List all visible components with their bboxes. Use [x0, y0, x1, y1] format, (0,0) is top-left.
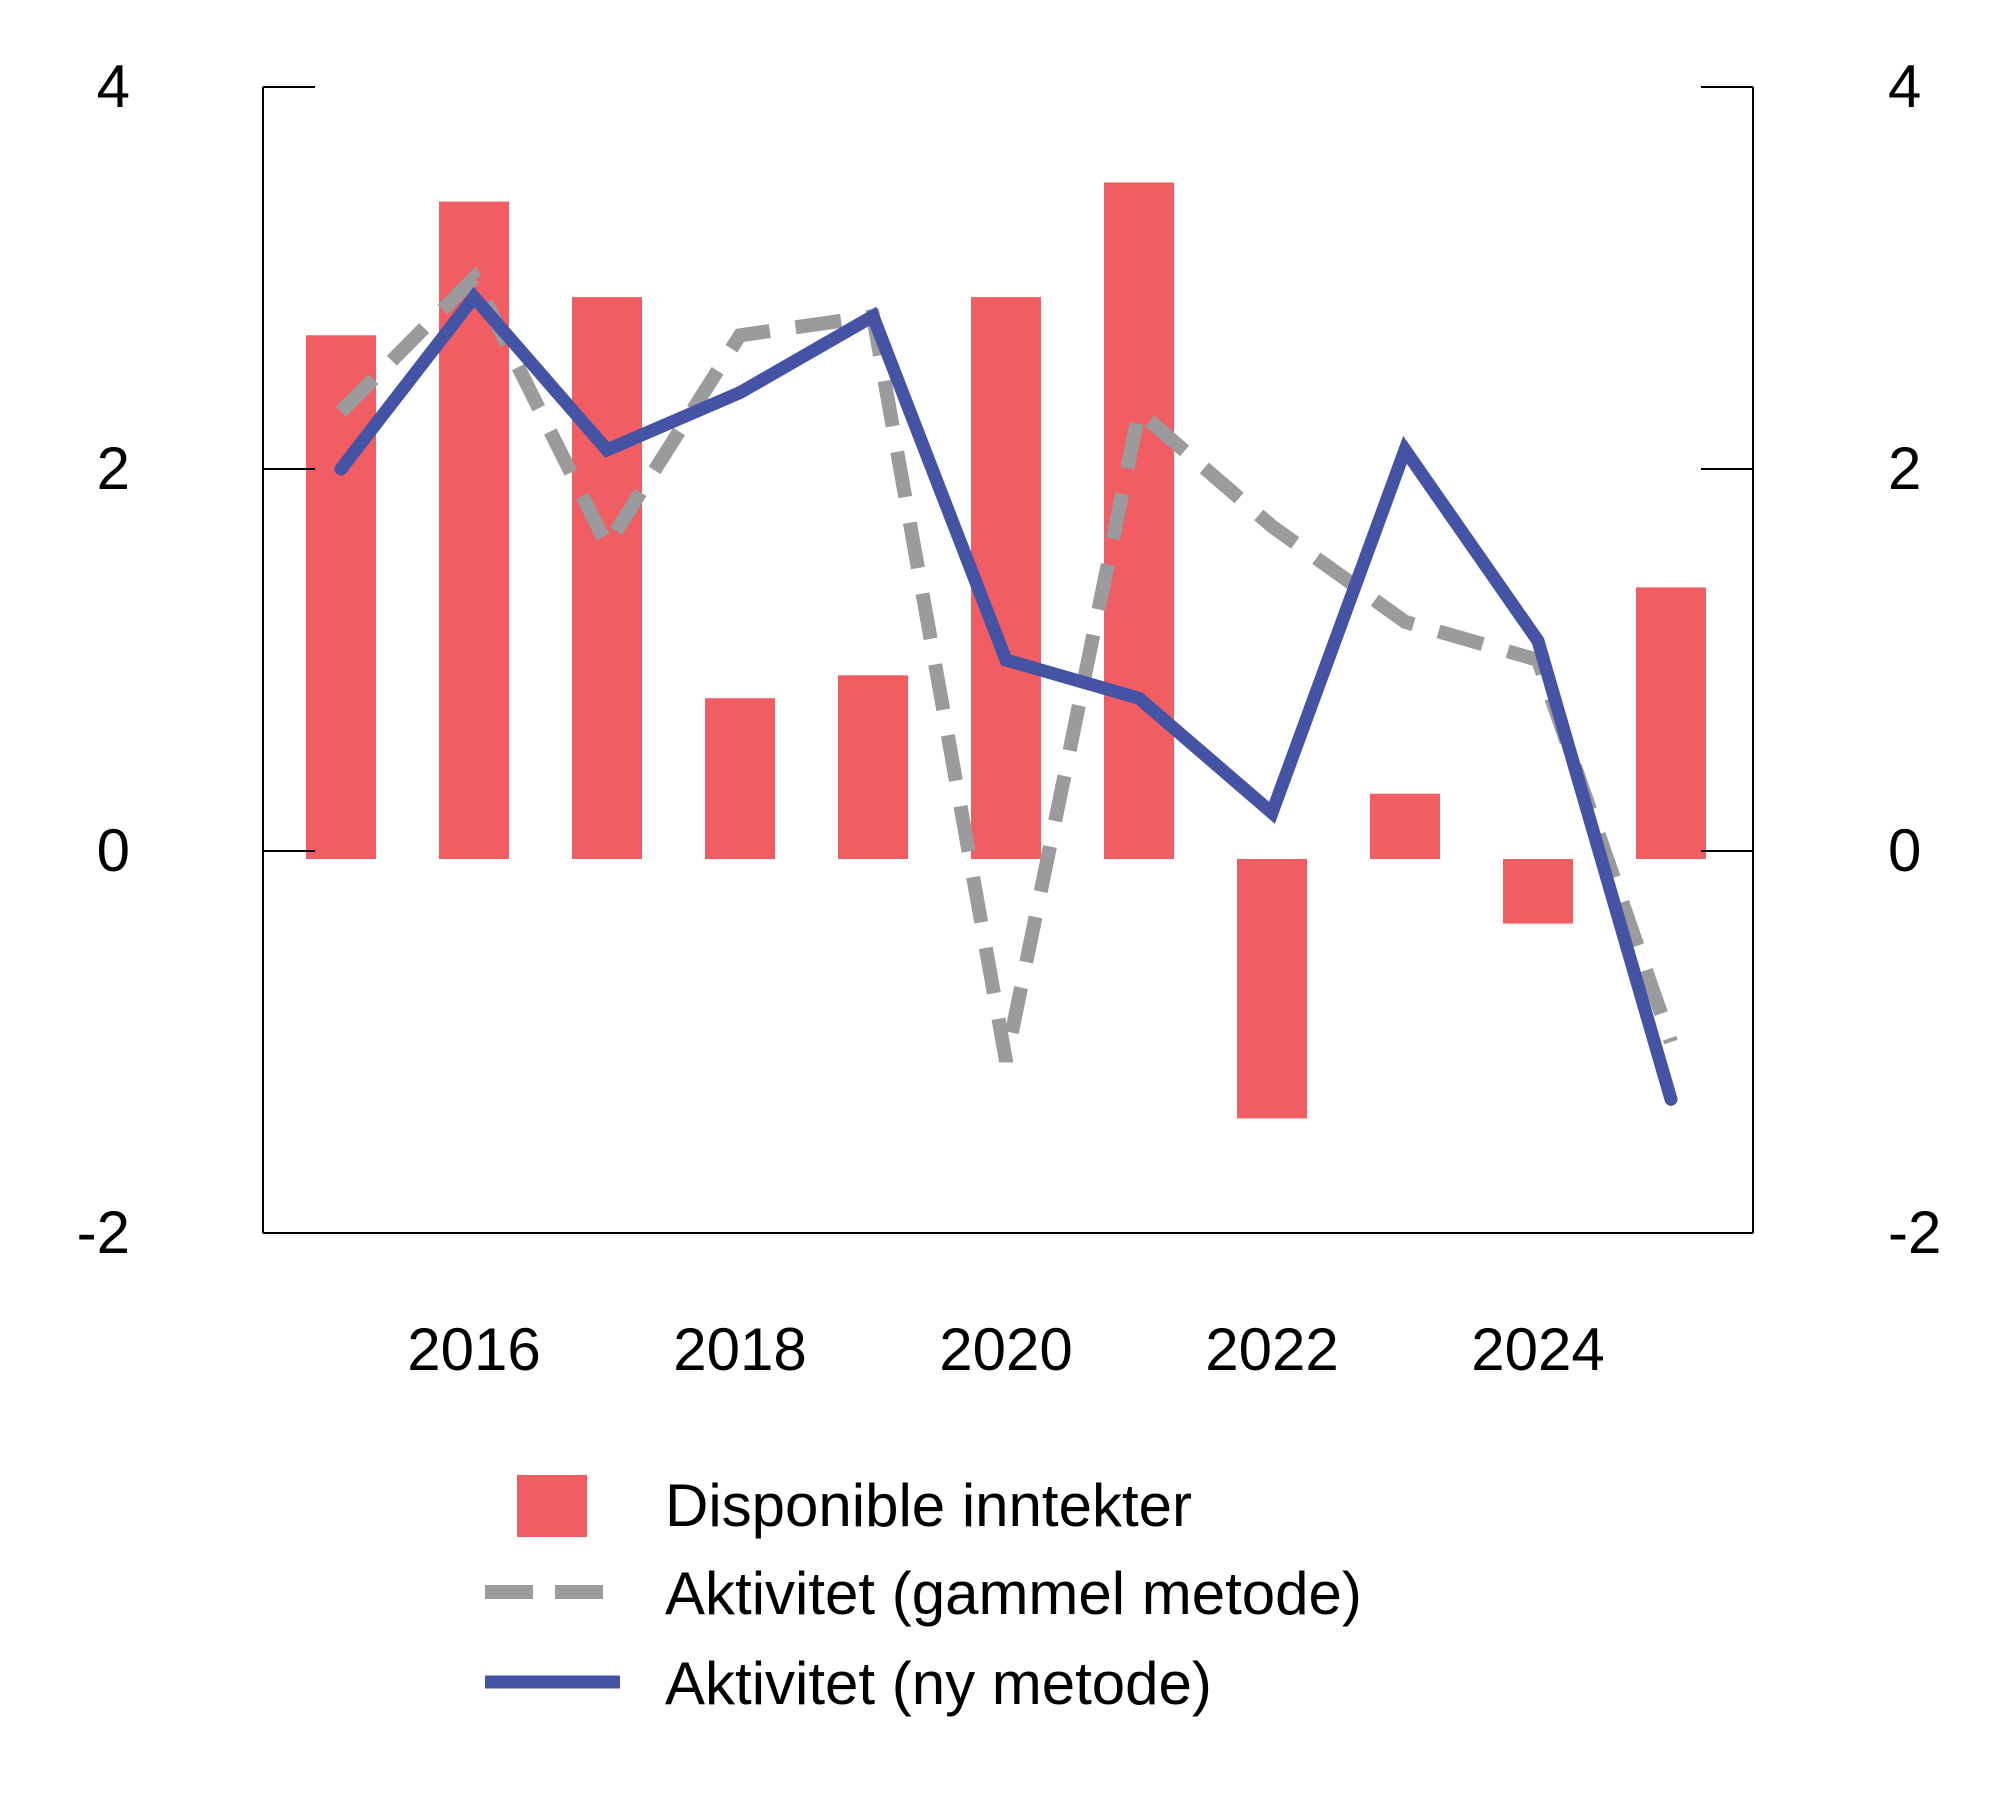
- y-tick-label-right: -2: [1888, 1199, 1941, 1266]
- y-axis-left: 4 2 0 -2: [77, 53, 315, 1266]
- x-tick-label: 2024: [1471, 1316, 1604, 1383]
- y-tick-label-right: 0: [1888, 817, 1921, 884]
- bar: [1636, 587, 1706, 859]
- bar: [1370, 793, 1440, 859]
- y-tick-label-left: 0: [97, 817, 130, 884]
- legend-label: Aktivitet (gammel metode): [665, 1560, 1362, 1627]
- y-tick-label-left: -2: [77, 1199, 130, 1266]
- legend-label: Disponible inntekter: [665, 1472, 1192, 1539]
- bar: [705, 698, 775, 859]
- line-series-ny-metode: [334, 286, 1678, 1106]
- bar: [971, 297, 1041, 860]
- y-tick-label-left: 4: [97, 53, 130, 120]
- plot-frame: [262, 87, 1754, 1234]
- x-axis: 2016 2018 2020 2022 2024: [407, 1316, 1604, 1383]
- x-tick-label: 2016: [407, 1316, 540, 1383]
- y-tick-label-left: 2: [97, 435, 130, 502]
- y-axis-right: 4 2 0 -2: [1701, 53, 1941, 1266]
- bar: [306, 335, 376, 859]
- y-tick-label-right: 4: [1888, 53, 1921, 120]
- bar: [1503, 859, 1573, 924]
- legend: Disponible inntekter Aktivitet (gammel me…: [485, 1472, 1362, 1717]
- bar-series-disponible-inntekter: [306, 182, 1706, 1119]
- x-tick-label: 2018: [673, 1316, 806, 1383]
- legend-swatch-bar: [517, 1475, 587, 1537]
- x-tick-label: 2020: [939, 1316, 1072, 1383]
- bar: [1237, 859, 1307, 1119]
- line-series-group: [334, 266, 1678, 1106]
- x-tick-label: 2022: [1205, 1316, 1338, 1383]
- line-series-gammel-metode: [336, 266, 1678, 1063]
- bar: [572, 297, 642, 860]
- bar: [838, 675, 908, 859]
- legend-label: Aktivitet (ny metode): [665, 1650, 1212, 1717]
- y-tick-label-right: 2: [1888, 435, 1921, 502]
